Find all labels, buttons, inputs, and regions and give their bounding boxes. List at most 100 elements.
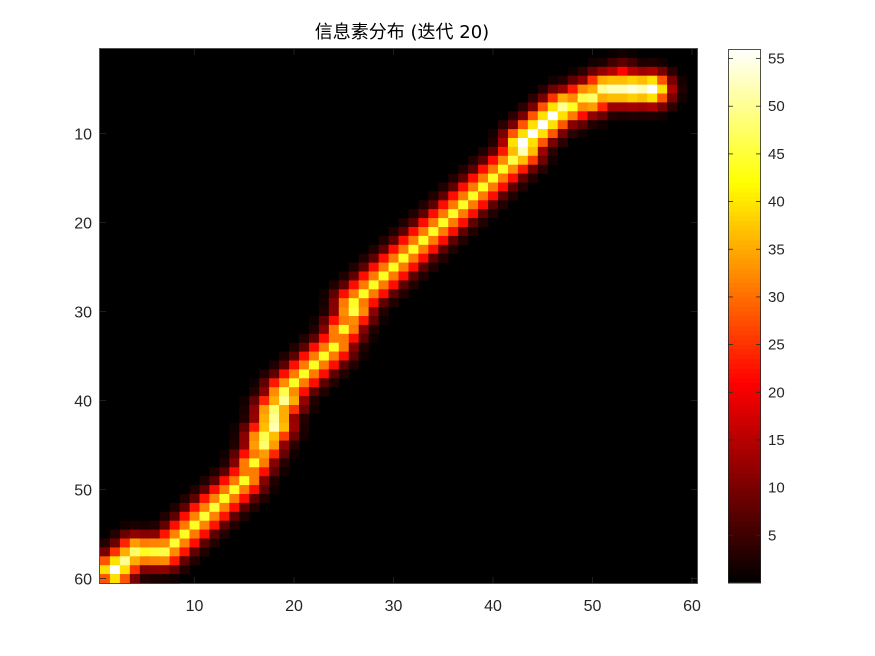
colorbar-segment — [728, 316, 761, 322]
heatmap-cell — [109, 574, 121, 584]
heatmap-cell — [378, 253, 389, 263]
colorbar-segment — [728, 530, 761, 536]
heatmap-cell — [438, 200, 449, 210]
heatmap-cell — [577, 75, 588, 85]
colorbar-segment — [728, 401, 761, 407]
heatmap-cell — [328, 369, 340, 379]
heatmap-cell — [338, 271, 350, 281]
heatmap-cell — [308, 369, 320, 379]
heatmap-cell — [259, 440, 270, 450]
heatmap-cell — [269, 360, 280, 370]
heatmap-cell — [378, 235, 389, 246]
heatmap-cell — [249, 502, 260, 513]
heatmap-cell — [259, 494, 270, 504]
heatmap-cell — [567, 93, 578, 103]
heatmap-cell — [159, 520, 170, 530]
heatmap-cell — [328, 360, 340, 370]
heatmap-cell — [478, 191, 489, 201]
heatmap-cell — [627, 111, 638, 121]
heatmap-cell — [587, 66, 598, 76]
heatmap-cell — [289, 405, 300, 415]
heatmap-cell — [408, 244, 419, 254]
heatmap-cell — [100, 556, 111, 566]
heatmap-cell — [318, 333, 330, 343]
heatmap-cell — [488, 209, 499, 219]
x-tick-label: 20 — [285, 598, 303, 615]
colorbar-segment — [728, 220, 761, 226]
heatmap-cell — [179, 511, 190, 521]
heatmap-cell — [458, 191, 469, 201]
heatmap-cell — [169, 574, 180, 584]
colorbar-tick-label: 25 — [768, 337, 785, 354]
heatmap-cell — [139, 574, 151, 584]
heatmap-cell — [527, 164, 539, 174]
heatmap-cell — [129, 538, 141, 548]
heatmap-cell — [617, 111, 628, 121]
heatmap-cell — [358, 351, 369, 361]
heatmap-cell — [368, 244, 379, 254]
heatmap-cell — [517, 129, 529, 139]
heatmap-cell — [299, 333, 310, 343]
colorbar-segment — [728, 516, 761, 522]
heatmap-cell — [299, 378, 310, 388]
heatmap-cell — [478, 218, 489, 228]
colorbar-segment — [728, 506, 761, 512]
heatmap-cell — [438, 253, 449, 263]
heatmap-cell — [498, 138, 509, 148]
colorbar-segment — [728, 501, 761, 508]
heatmap-cell — [647, 66, 658, 76]
heatmap-cell — [557, 75, 568, 85]
heatmap-cell — [229, 494, 240, 504]
heatmap-cell — [368, 253, 379, 263]
heatmap-cell — [328, 280, 340, 290]
heatmap-cell — [617, 66, 628, 76]
heatmap-cell — [587, 120, 598, 130]
heatmap-cell — [308, 351, 320, 361]
heatmap-cell — [428, 209, 439, 219]
heatmap-cell — [189, 511, 200, 521]
heatmap-cell — [100, 538, 111, 548]
heatmap-cell — [259, 396, 270, 406]
heatmap-cell — [328, 307, 340, 317]
heatmap-cell — [468, 155, 479, 165]
heatmap-cell — [179, 494, 190, 504]
heatmap-cell — [239, 502, 250, 513]
heatmap-cell — [557, 129, 568, 139]
heatmap-cell — [637, 57, 648, 68]
heatmap-cell — [308, 387, 320, 397]
heatmap-cell — [129, 565, 141, 575]
heatmap-cell — [189, 502, 200, 513]
colorbar-segment — [728, 335, 761, 341]
heatmap-cell — [408, 271, 419, 281]
heatmap-cell — [239, 458, 250, 468]
heatmap-cell — [318, 298, 330, 308]
heatmap-cell — [498, 191, 509, 201]
colorbar-segment — [728, 387, 761, 393]
heatmap-cell — [338, 369, 350, 379]
heatmap-cell — [468, 191, 479, 201]
heatmap-cell — [318, 342, 330, 352]
colorbar-segment — [728, 63, 761, 69]
heatmap-cell — [537, 155, 549, 165]
heatmap-cell — [408, 280, 419, 290]
heatmap-cell — [527, 173, 539, 183]
heatmap-cell — [259, 431, 270, 441]
heatmap-cells — [100, 49, 697, 584]
heatmap-cell — [109, 565, 121, 575]
heatmap-cell — [537, 129, 549, 139]
heatmap-cell — [358, 324, 369, 335]
heatmap-cell — [259, 422, 270, 432]
heatmap-cell — [507, 120, 519, 130]
heatmap-cell — [468, 164, 479, 174]
heatmap-cell — [587, 75, 598, 85]
heatmap-cell — [468, 200, 479, 210]
heatmap-cell — [647, 102, 658, 112]
heatmap-cell — [259, 405, 270, 415]
heatmap-cell — [318, 351, 330, 361]
x-tick-label: 40 — [484, 598, 502, 615]
heatmap-cell — [318, 324, 330, 335]
heatmap-cell — [199, 494, 210, 504]
heatmap-cell — [567, 111, 578, 121]
heatmap-cell — [229, 440, 240, 450]
heatmap-cell — [289, 387, 300, 397]
